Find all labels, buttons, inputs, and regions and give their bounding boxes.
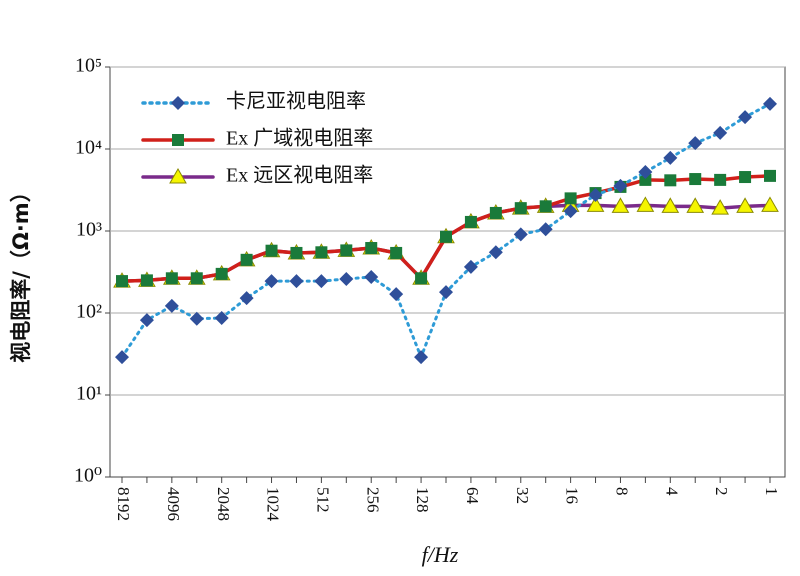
- point: [613, 178, 628, 193]
- x-axis-label: f/Hz: [422, 542, 459, 567]
- point: [514, 202, 527, 215]
- y-tick-label: 10⁴: [75, 137, 102, 159]
- legend-label: Ex 广域视电阻率: [226, 127, 373, 150]
- point: [639, 173, 652, 186]
- point: [714, 173, 727, 186]
- point: [586, 196, 605, 212]
- point: [340, 244, 353, 257]
- legend-label: Ex 远区视电阻率: [226, 164, 373, 187]
- point: [172, 134, 184, 146]
- point: [764, 169, 776, 182]
- point: [169, 167, 187, 184]
- y-tick-label: 10³: [76, 219, 102, 241]
- point: [564, 192, 577, 205]
- point: [464, 215, 477, 228]
- point: [588, 187, 603, 202]
- point: [140, 274, 153, 287]
- point: [763, 96, 777, 111]
- point: [116, 275, 128, 288]
- x-tick-label: 256: [363, 487, 382, 513]
- point: [440, 230, 452, 243]
- point: [364, 269, 379, 284]
- point: [115, 350, 129, 365]
- x-tick-label: 8192: [114, 487, 133, 521]
- point: [713, 125, 728, 140]
- y-tick-label: 10⁰: [74, 465, 102, 487]
- point: [489, 206, 502, 219]
- point: [314, 274, 329, 289]
- point: [289, 274, 304, 289]
- point: [439, 285, 453, 300]
- point: [563, 204, 578, 219]
- point: [171, 96, 185, 110]
- point: [214, 310, 229, 325]
- x-tick-label: 4096: [164, 487, 183, 521]
- y-axis-label: 视电阻率/（Ω·m）: [9, 181, 33, 362]
- x-tick-label: 2048: [214, 487, 233, 521]
- point: [265, 244, 278, 257]
- point: [415, 272, 428, 285]
- point: [539, 200, 552, 213]
- legend-label: 卡尼亚视电阻率: [226, 90, 366, 113]
- point: [189, 311, 204, 326]
- point: [239, 291, 254, 306]
- point: [365, 242, 378, 255]
- x-tick-label: 64: [463, 487, 482, 505]
- point: [339, 271, 354, 286]
- y-tick-label: 10²: [76, 301, 102, 323]
- point: [139, 313, 154, 328]
- point: [389, 287, 404, 302]
- point: [736, 197, 754, 213]
- point: [463, 259, 478, 274]
- point: [165, 272, 178, 285]
- point: [611, 197, 630, 213]
- point: [638, 164, 653, 179]
- x-tick-label: 2: [712, 487, 731, 496]
- x-tick-label: 1024: [264, 487, 283, 522]
- point: [761, 196, 779, 212]
- point: [664, 174, 677, 187]
- point: [164, 298, 179, 313]
- x-tick-label: 8: [613, 487, 632, 496]
- x-tick-label: 4: [662, 487, 681, 496]
- point: [689, 173, 702, 186]
- point: [738, 110, 753, 125]
- point: [315, 246, 328, 259]
- x-tick-label: 128: [413, 487, 432, 513]
- point: [390, 246, 403, 259]
- point: [215, 267, 228, 280]
- point: [739, 171, 752, 184]
- point: [663, 150, 678, 165]
- point: [290, 246, 303, 259]
- x-tick-label: 16: [563, 487, 582, 504]
- y-tick-label: 10¹: [76, 383, 102, 405]
- point: [414, 350, 429, 365]
- point: [240, 253, 253, 266]
- point: [688, 136, 703, 151]
- y-tick-label: 10⁵: [75, 55, 102, 77]
- point: [488, 245, 503, 260]
- plot-area: [109, 66, 786, 478]
- point: [686, 197, 705, 213]
- point: [190, 272, 203, 285]
- point: [264, 274, 279, 289]
- x-tick-label: 512: [313, 487, 332, 513]
- point: [513, 227, 528, 242]
- point: [538, 222, 553, 237]
- point: [711, 199, 730, 215]
- point: [661, 197, 680, 213]
- point: [636, 196, 655, 212]
- x-tick-label: 32: [513, 487, 532, 504]
- x-tick-label: 1: [762, 487, 781, 496]
